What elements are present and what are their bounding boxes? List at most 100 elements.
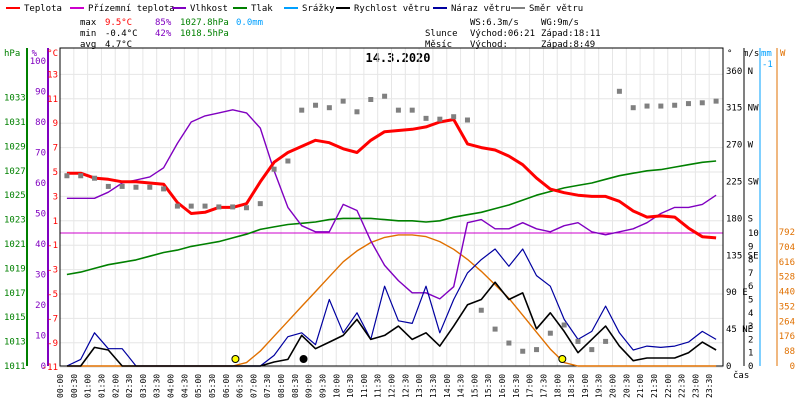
x-tick-label: 01:00 — [84, 374, 93, 398]
x-tick-label: 06:30 — [236, 374, 245, 398]
axis-pct-tick: 30 — [35, 271, 46, 281]
axis-ms-tick: 10 — [748, 229, 759, 239]
series-wind-direction-point — [409, 107, 415, 113]
axis-dir-tick: 90 E — [726, 288, 748, 298]
x-tick-label: 18:00 — [553, 374, 562, 398]
axis-w-tick: 88 — [784, 347, 795, 357]
axis-hpa-tick: 1033 — [4, 94, 26, 104]
axis-temp-tick: -5 — [47, 290, 58, 300]
stats-temp: -0.4°C — [105, 29, 138, 39]
series-wind-direction-point — [257, 201, 263, 207]
axis-w-tick: 704 — [779, 243, 795, 253]
x-tick-label: 07:00 — [249, 374, 258, 398]
series-wind-direction-point — [133, 184, 139, 190]
legend-label: Srážky — [302, 4, 335, 14]
axis-ms-tick: 9 — [748, 242, 753, 252]
axis-pct-tick: 70 — [35, 149, 46, 159]
axis-ms-tick: 6 — [748, 282, 753, 292]
info-moon-label: Měsíc — [425, 40, 452, 50]
series-wind-direction-point — [575, 338, 581, 344]
x-tick-label: 05:00 — [194, 374, 203, 398]
series-wind-direction-point — [326, 105, 332, 111]
x-tick-label: 15:30 — [484, 374, 493, 398]
legend-label: Náraz větru — [451, 4, 511, 14]
x-tick-label: 03:00 — [139, 374, 148, 398]
series-wind-speed-line — [66, 281, 717, 367]
legend-label: Směr větru — [529, 4, 583, 14]
axis-ms-tick: 8 — [748, 256, 753, 266]
stats-label: min — [80, 29, 96, 39]
x-tick-label: 10:00 — [332, 374, 341, 398]
axis-hpa-tick: 1021 — [4, 240, 26, 250]
x-tick-label: 15:00 — [470, 374, 479, 398]
x-tick-label: 17:00 — [526, 374, 535, 398]
axis-dir-title: ° — [727, 49, 732, 59]
axis-ms-tick: 1 — [748, 349, 753, 359]
x-axis-title: čas — [733, 370, 749, 381]
x-tick-label: 22:00 — [664, 374, 673, 398]
stats-rain: 0.0mm — [236, 18, 263, 28]
x-tick-label: 11:30 — [374, 374, 383, 398]
x-tick-label: 00:30 — [70, 374, 79, 398]
x-tick-label: 00:00 — [56, 374, 65, 398]
x-tick-label: 05:30 — [208, 374, 217, 398]
axis-pct-title: % — [32, 49, 38, 59]
x-tick-label: 13:30 — [429, 374, 438, 398]
series-wind-direction-point — [603, 338, 609, 344]
axes: hPa1011101310151017101910211023102510271… — [4, 48, 795, 373]
x-tick-label: 09:30 — [318, 374, 327, 398]
axis-temp-tick: 5 — [53, 168, 58, 178]
x-tick-label: 09:00 — [305, 374, 314, 398]
series-wind-direction-point — [313, 102, 319, 108]
axis-dir-tick: 270 W — [726, 141, 754, 151]
series-wind-direction-point — [340, 98, 346, 104]
x-tick-label: 03:30 — [153, 374, 162, 398]
x-tick-label: 07:30 — [263, 374, 272, 398]
x-tick-label: 22:30 — [678, 374, 687, 398]
info-wg: WG:9m/s — [541, 18, 579, 28]
axis-temp-tick: -3 — [47, 266, 58, 276]
axis-pct-tick: 0 — [41, 362, 46, 372]
series-wind-direction-point — [188, 203, 194, 209]
x-tick-label: 19:00 — [581, 374, 590, 398]
axis-temp-tick: 9 — [53, 119, 58, 129]
stats-humidity: 85% — [155, 18, 172, 28]
axis-dir-tick: 225 SW — [726, 178, 759, 188]
axis-w-tick: 792 — [779, 228, 795, 238]
axis-temp-tick: -9 — [47, 339, 58, 349]
axis-w-tick: 176 — [779, 332, 795, 342]
series-wind-direction-point — [478, 307, 484, 313]
x-tick-label: 20:00 — [609, 374, 618, 398]
axis-hpa-tick: 1023 — [4, 216, 26, 226]
legend: Teplota Přízemní teplota Vlhkost Tlak Srážky… — [6, 4, 583, 14]
series-wind-direction-point — [216, 204, 222, 210]
axis-hpa-title: hPa — [4, 49, 20, 59]
axis-hpa-tick: 1029 — [4, 142, 26, 152]
info-block: WS:6.3m/s WG:9m/s Slunce Východ:06:21 Západ:… — [425, 18, 601, 50]
series-wind-direction-point — [174, 203, 180, 209]
series-wind-direction-point — [547, 330, 553, 336]
series-wind-direction-point — [119, 183, 125, 189]
series-wind-direction-point — [699, 100, 705, 106]
x-tick-label: 11:00 — [360, 374, 369, 398]
series-wind-direction-point — [506, 340, 512, 346]
x-tick-label: 13:00 — [415, 374, 424, 398]
moonset-marker — [299, 355, 308, 363]
series-wind-direction-point — [271, 166, 277, 172]
axis-w-title: W — [780, 49, 786, 59]
axis-pct-tick: 60 — [35, 179, 46, 189]
axis-temp-tick: 13 — [47, 70, 58, 80]
axis-hpa-tick: 1013 — [4, 338, 26, 348]
x-tick-label: 23:30 — [705, 374, 714, 398]
series-wind-direction-point — [685, 101, 691, 107]
series-wind-direction-point — [92, 175, 98, 181]
x-tick-label: 21:30 — [650, 374, 659, 398]
series-wind-direction-point — [423, 115, 429, 121]
series-wind-direction-point — [243, 205, 249, 211]
series-wind-direction-point — [147, 184, 153, 190]
series-wind-direction-point — [382, 93, 388, 99]
axis-pct-tick: 20 — [35, 301, 46, 311]
x-tick-label: 23:00 — [691, 374, 700, 398]
axis-temp-tick: -1 — [47, 241, 58, 251]
